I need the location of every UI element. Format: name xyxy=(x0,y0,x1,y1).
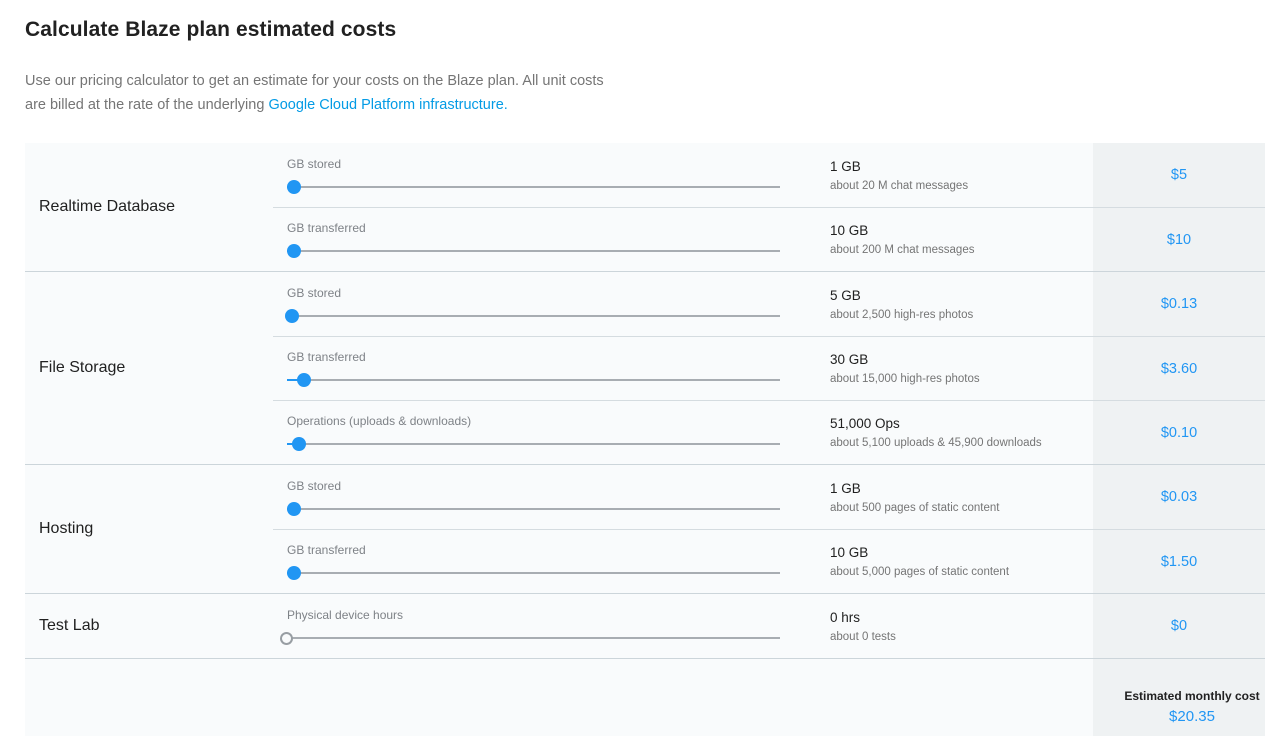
slider-label: Operations (uploads & downloads) xyxy=(287,414,472,428)
calc-row: GB stored 5 GB about 2,500 high-res phot… xyxy=(273,272,1265,336)
slider-track xyxy=(287,314,780,317)
intro-suffix: . xyxy=(503,97,508,113)
slider-thumb[interactable] xyxy=(287,566,302,580)
slider-fill xyxy=(287,379,305,381)
gb-stored-slider[interactable] xyxy=(284,308,780,323)
slider-track xyxy=(287,250,780,252)
slider-thumb[interactable] xyxy=(284,308,299,323)
calc-row: Operations (uploads & downloads) 51,000 … xyxy=(273,400,1265,464)
operations-slider[interactable] xyxy=(287,437,780,451)
slider-track xyxy=(287,379,780,381)
section-file-storage: File Storage GB stored 5 GB about 2,500 … xyxy=(25,271,1265,464)
section-label: Hosting xyxy=(39,520,94,537)
row-price: $1.50 xyxy=(1093,530,1265,593)
slider-label: GB stored xyxy=(287,285,342,300)
row-detail: about 5,000 pages of static content xyxy=(830,566,1010,578)
slider-thumb[interactable] xyxy=(280,631,293,645)
row-detail: about 0 tests xyxy=(830,630,896,643)
physical-device-hours-slider[interactable] xyxy=(280,631,780,645)
row-price: $5 xyxy=(1093,143,1265,207)
slider-thumb[interactable] xyxy=(287,244,302,258)
gb-stored-slider[interactable] xyxy=(287,501,780,516)
row-price: $0.03 xyxy=(1093,465,1265,529)
slider-thumb[interactable] xyxy=(297,373,312,387)
calc-row: GB transferred 30 GB about 15,000 high-r… xyxy=(273,336,1265,400)
row-detail: about 500 pages of static content xyxy=(830,501,1000,514)
row-detail: about 15,000 high-res photos xyxy=(830,373,980,385)
row-price: $10 xyxy=(1093,208,1265,271)
row-value: 51,000 Ops xyxy=(830,416,900,431)
calc-row: GB stored 1 GB about 500 pages of static… xyxy=(273,465,1265,529)
row-value: 1 GB xyxy=(830,480,861,496)
row-detail: about 20 M chat messages xyxy=(830,179,969,192)
intro-text: Use our pricing calculator to get an est… xyxy=(25,69,705,117)
slider-label: GB transferred xyxy=(287,350,366,364)
calc-row: Physical device hours 0 hrs about 0 test… xyxy=(273,594,1265,658)
slider-label: GB stored xyxy=(287,156,342,171)
section-label: Realtime Database xyxy=(39,198,176,215)
row-value: 10 GB xyxy=(830,545,869,560)
intro-line1: Use our pricing calculator to get an est… xyxy=(25,73,604,89)
gb-transferred-slider[interactable] xyxy=(287,566,780,580)
estimated-monthly-cost: Estimated monthly cost $20.35 xyxy=(1093,659,1265,736)
row-value: 5 GB xyxy=(830,287,861,303)
page-title: Calculate Blaze plan estimated costs xyxy=(25,18,397,41)
slider-thumb[interactable] xyxy=(292,437,307,451)
slider-track xyxy=(287,572,780,574)
slider-label: GB transferred xyxy=(287,543,366,557)
section-label: File Storage xyxy=(39,359,126,376)
gb-stored-slider[interactable] xyxy=(287,179,780,194)
footer-spacer xyxy=(25,659,1093,736)
row-value: 10 GB xyxy=(830,223,869,238)
slider-thumb[interactable] xyxy=(287,501,302,516)
footer-row: Estimated monthly cost $20.35 xyxy=(25,658,1265,736)
calc-row: GB transferred 10 GB about 5,000 pages o… xyxy=(273,529,1265,593)
slider-track xyxy=(287,185,780,188)
slider-thumb[interactable] xyxy=(287,179,302,194)
row-price: $3.60 xyxy=(1093,337,1265,400)
row-price: $0.10 xyxy=(1093,401,1265,464)
row-value: 30 GB xyxy=(830,352,869,367)
slider-label: Physical device hours xyxy=(287,607,404,622)
row-value: 0 hrs xyxy=(830,609,861,625)
row-value: 1 GB xyxy=(830,158,861,174)
slider-track xyxy=(287,507,780,510)
slider-label: GB stored xyxy=(287,478,342,493)
section-hosting: Hosting GB stored 1 GB about 500 pages o… xyxy=(25,464,1265,593)
calc-row: GB stored 1 GB about 20 M chat messages … xyxy=(273,143,1265,207)
row-detail: about 200 M chat messages xyxy=(830,244,975,256)
row-detail: about 5,100 uploads & 45,900 downloads xyxy=(830,437,1042,449)
slider-track xyxy=(287,636,780,639)
intro-line2: are billed at the rate of the underlying xyxy=(25,97,269,113)
gcp-link[interactable]: Google Cloud Platform infrastructure xyxy=(268,97,504,113)
row-detail: about 2,500 high-res photos xyxy=(830,308,974,321)
page-header: Calculate Blaze plan estimated costs Use… xyxy=(0,0,1265,117)
row-price: $0.13 xyxy=(1093,272,1265,336)
slider-label: GB transferred xyxy=(287,221,366,235)
section-label: Test Lab xyxy=(39,617,100,634)
calc-row: GB transferred 10 GB about 200 M chat me… xyxy=(273,207,1265,271)
section-realtime-database: Realtime Database GB stored 1 GB about 2… xyxy=(25,143,1265,271)
gb-transferred-slider[interactable] xyxy=(287,373,780,387)
slider-track xyxy=(287,443,780,445)
estimated-monthly-cost-value: $20.35 xyxy=(1169,708,1215,725)
gb-transferred-slider[interactable] xyxy=(287,244,780,258)
row-price: $0 xyxy=(1093,594,1265,658)
pricing-calculator-table: Realtime Database GB stored 1 GB about 2… xyxy=(25,143,1265,736)
section-test-lab: Test Lab Physical device hours 0 hrs abo… xyxy=(25,593,1265,658)
estimated-monthly-cost-label: Estimated monthly cost xyxy=(1124,689,1260,703)
